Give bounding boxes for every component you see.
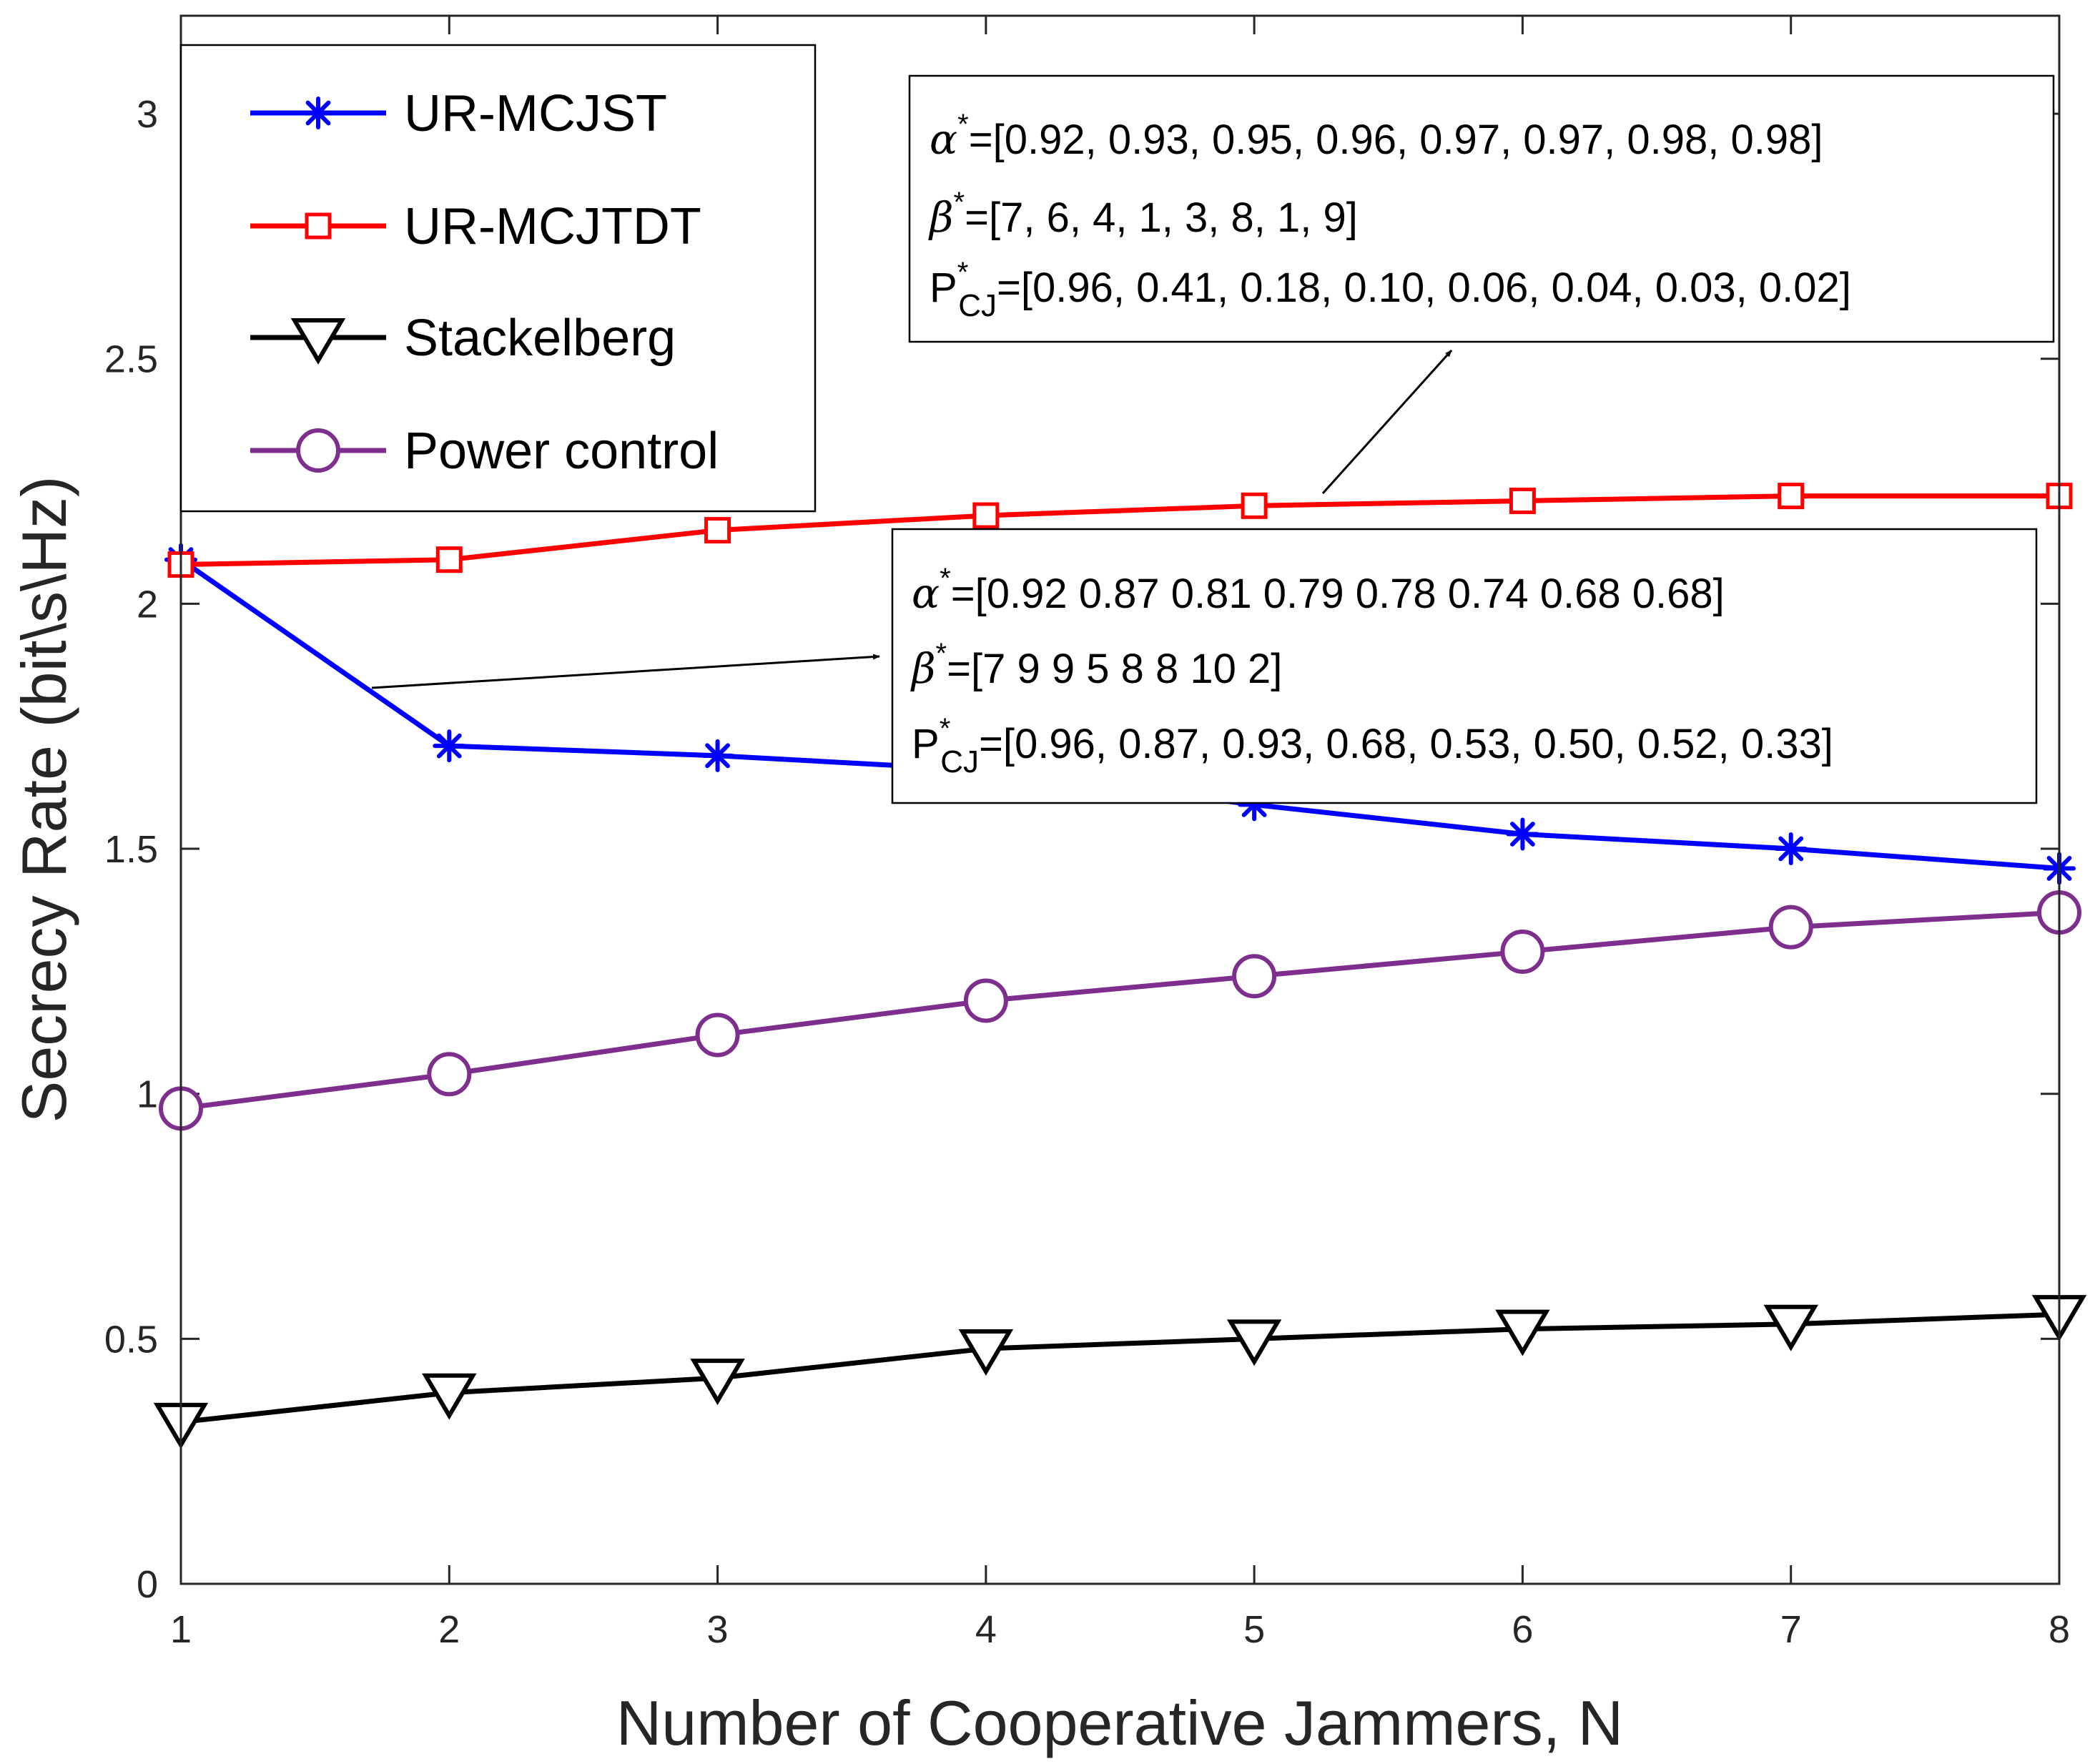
series-line-stackelberg bbox=[180, 1311, 2060, 1425]
legend-box bbox=[179, 44, 817, 513]
annotation-line-ur-mcjtdt: P* CJ=[0.96, 0.41, 0.18, 0.10, 0.06, 0.04… bbox=[930, 257, 1851, 323]
data-point-power-control bbox=[1500, 929, 1545, 974]
annotations: α*=[0.92, 0.93, 0.95, 0.96, 0.97, 0.97, … bbox=[371, 74, 2055, 804]
x-tick-label: 5 bbox=[1243, 1608, 1265, 1651]
y-tick-label: 1 bbox=[137, 1073, 158, 1116]
annotation-line-ur-mcjst: P* CJ=[0.96, 0.87, 0.93, 0.68, 0.53, 0.50… bbox=[912, 713, 1833, 779]
data-point-ur-mcjst bbox=[1506, 817, 1539, 851]
x-axis-title: Number of Cooperative Jammers, N bbox=[616, 1687, 1623, 1758]
x-tick-label: 6 bbox=[1512, 1608, 1533, 1651]
legend-item-power-control: Power control bbox=[250, 423, 719, 480]
data-point-power-control bbox=[963, 978, 1008, 1023]
data-point-stackelberg bbox=[958, 1329, 1014, 1376]
y-tick-label: 2 bbox=[137, 583, 158, 626]
y-tick-label: 3 bbox=[137, 93, 158, 136]
data-point-ur-mcjtdt bbox=[972, 502, 1000, 529]
y-axis-title: Secrecy Rate (bit\s\Hz) bbox=[9, 476, 79, 1123]
series-line-power-control bbox=[180, 910, 2060, 1111]
data-point-stackelberg bbox=[690, 1359, 745, 1406]
legend-item-ur-mcjst: UR-MCJST bbox=[250, 85, 667, 142]
data-point-power-control bbox=[695, 1012, 740, 1058]
legend-label: UR-MCJTDT bbox=[404, 198, 701, 255]
data-point-ur-mcjst bbox=[1774, 832, 1808, 866]
annotation-line-ur-mcjtdt: α*=[0.92, 0.93, 0.95, 0.96, 0.97, 0.97, … bbox=[930, 109, 1823, 164]
legend-label: Stackelberg bbox=[404, 310, 676, 367]
y-tick-label: 0.5 bbox=[104, 1318, 158, 1361]
data-point-power-control bbox=[1232, 954, 1277, 999]
data-point-ur-mcjtdt bbox=[704, 517, 731, 544]
data-point-ur-mcjst bbox=[701, 739, 734, 772]
data-point-ur-mcjtdt bbox=[1241, 492, 1268, 519]
x-tick-label: 3 bbox=[707, 1608, 729, 1651]
legend-label: Power control bbox=[404, 423, 719, 480]
y-tick-label: 2.5 bbox=[104, 338, 158, 381]
y-tick-label: 0 bbox=[137, 1563, 158, 1606]
annotation-line-ur-mcjst: β*=[7 9 9 5 8 8 10 2] bbox=[910, 638, 1282, 693]
x-tick-label: 7 bbox=[1780, 1608, 1802, 1651]
annotation-box-ur-mcjtdt bbox=[908, 74, 2055, 343]
data-point-stackelberg bbox=[1763, 1304, 1818, 1351]
data-point-stackelberg bbox=[1495, 1309, 1550, 1356]
legend-item-stackelberg: Stackelberg bbox=[250, 310, 676, 367]
data-point-power-control bbox=[427, 1052, 472, 1097]
annotation-arrow-ur-mcjst bbox=[371, 654, 880, 689]
plot-frame bbox=[179, 14, 2061, 1585]
data-point-stackelberg bbox=[422, 1373, 477, 1420]
series-ur-mcjtdt bbox=[167, 483, 2073, 578]
annotation-arrow-ur-mcjtdt bbox=[1321, 349, 1453, 495]
legend: UR-MCJST UR-MCJTDT Stackelberg Power contro… bbox=[179, 44, 817, 513]
data-point-ur-mcjst bbox=[433, 729, 466, 763]
legend-marker bbox=[296, 428, 340, 473]
legend-item-ur-mcjtdt: UR-MCJTDT bbox=[250, 198, 701, 255]
annotation-line-ur-mcjst: α*=[0.92 0.87 0.81 0.79 0.78 0.74 0.68 0… bbox=[912, 563, 1725, 618]
legend-label: UR-MCJST bbox=[404, 85, 667, 142]
data-point-ur-mcjtdt bbox=[1509, 487, 1536, 514]
x-tick-label: 4 bbox=[975, 1608, 997, 1651]
legend-marker bbox=[302, 97, 335, 129]
data-point-power-control bbox=[1768, 905, 1813, 950]
x-tick-label: 8 bbox=[2049, 1608, 2070, 1651]
legend-marker bbox=[305, 212, 332, 240]
series-line-ur-mcjtdt bbox=[180, 493, 2059, 568]
data-point-ur-mcjtdt bbox=[435, 546, 463, 573]
data-point-ur-mcjtdt bbox=[1778, 483, 1805, 510]
tick-labels: 1 2 3 4 5 6 7 8 0 0.5 1 1.5 2 2.5 3 bbox=[104, 93, 2070, 1651]
y-tick-label: 1.5 bbox=[104, 828, 158, 871]
x-tick-label: 2 bbox=[438, 1608, 460, 1651]
x-tick-label: 1 bbox=[170, 1608, 192, 1651]
legend-marker bbox=[290, 318, 346, 365]
data-point-stackelberg bbox=[1226, 1319, 1282, 1366]
annotation-line-ur-mcjtdt: β*=[7, 6, 4, 1, 3, 8, 1, 9] bbox=[928, 187, 1358, 242]
annotation-box-ur-mcjst bbox=[891, 528, 2038, 804]
